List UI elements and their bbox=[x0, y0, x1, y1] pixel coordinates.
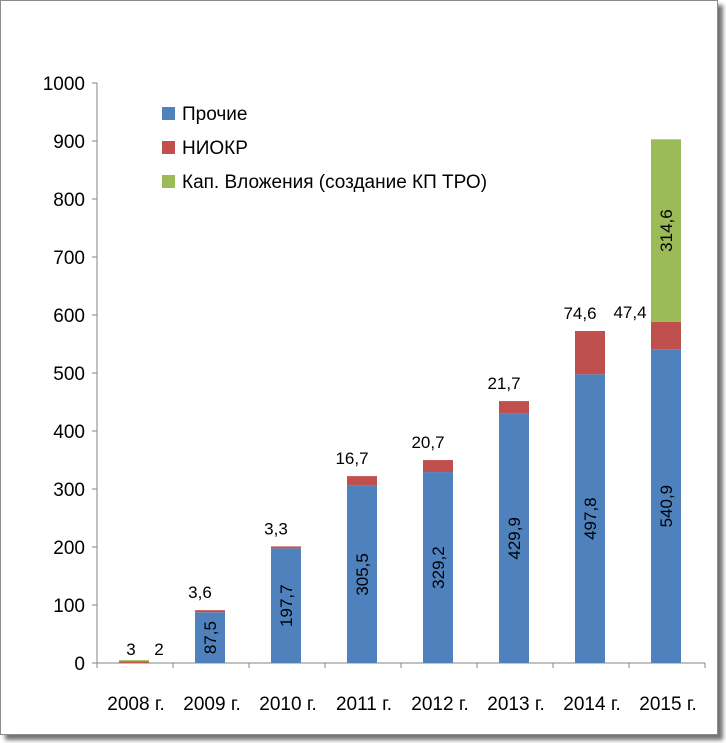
data-label-niokr: 3,6 bbox=[188, 583, 212, 602]
x-category-label: 2014 г. bbox=[563, 694, 620, 715]
bar-segment-2 bbox=[575, 331, 605, 375]
bar-segment-3 bbox=[119, 660, 149, 662]
legend-swatch-1 bbox=[162, 107, 175, 120]
bar-segment-2 bbox=[651, 321, 681, 350]
data-label-niokr: 74,6 bbox=[563, 304, 596, 323]
data-label-prochie: 540,9 bbox=[657, 485, 676, 528]
y-tick-label: 0 bbox=[74, 654, 85, 675]
data-label-niokr: 16,7 bbox=[335, 449, 368, 468]
x-category-label: 2011 г. bbox=[336, 694, 392, 715]
data-labels: 87,5 197,7 305,5 329,2 429,9 497,8 540,9 3 3,6 3,… bbox=[126, 209, 676, 659]
bar-segment-1 bbox=[347, 485, 377, 663]
y-tick-label: 1000 bbox=[43, 74, 85, 95]
bar-segment-3 bbox=[651, 139, 681, 322]
data-label-kap: 2 bbox=[154, 640, 163, 659]
data-label-niokr: 21,7 bbox=[487, 374, 520, 393]
data-label-prochie: 329,2 bbox=[429, 546, 448, 589]
y-tick-label: 300 bbox=[53, 480, 85, 501]
bar-segment-2 bbox=[499, 401, 529, 414]
bar-segment-2 bbox=[195, 610, 225, 613]
bar-segment-1 bbox=[499, 413, 529, 663]
data-label-niokr: 20,7 bbox=[411, 433, 444, 452]
x-category-label: 2013 г. bbox=[487, 694, 544, 715]
data-label-prochie: 197,7 bbox=[277, 584, 296, 627]
data-label-prochie: 429,9 bbox=[505, 517, 524, 560]
y-tick-label: 200 bbox=[53, 538, 85, 559]
bar-segment-1 bbox=[651, 349, 681, 663]
legend-swatch-3 bbox=[162, 175, 175, 188]
x-category-label: 2009 г. bbox=[183, 694, 240, 715]
legend-label-2: НИОКР bbox=[182, 138, 248, 159]
x-category-label: 2008 г. bbox=[107, 694, 164, 715]
y-tick-label: 800 bbox=[53, 190, 85, 211]
y-tick-label: 500 bbox=[53, 364, 85, 385]
x-category-label: 2010 г. bbox=[259, 694, 316, 715]
legend-swatch-2 bbox=[162, 141, 175, 154]
x-category-label: 2012 г. bbox=[411, 694, 468, 715]
data-label-prochie: 87,5 bbox=[201, 621, 220, 654]
stacked-bar-chart: 0 100 200 300 400 500 600 700 800 900 1000 2008 г. 2… bbox=[43, 74, 706, 715]
data-label-prochie: 497,8 bbox=[581, 497, 600, 540]
bars bbox=[119, 139, 681, 663]
x-category-label: 2015 г. bbox=[639, 694, 696, 715]
y-tick-label: 700 bbox=[53, 248, 85, 269]
bar-segment-1 bbox=[271, 548, 301, 663]
legend: Прочие НИОКР Кап. Вложения (создание КП ТР… bbox=[162, 104, 487, 193]
bar-segment-2 bbox=[423, 460, 453, 473]
bar-segment-1 bbox=[575, 374, 605, 663]
y-tick-label: 400 bbox=[53, 422, 85, 443]
y-tick-label: 100 bbox=[53, 596, 85, 617]
data-label-niokr: 3,3 bbox=[264, 519, 288, 538]
bar-segment-1 bbox=[195, 612, 225, 663]
data-label-niokr: 47,4 bbox=[613, 303, 646, 322]
data-label-prochie: 305,5 bbox=[353, 553, 372, 596]
data-label-niokr: 3 bbox=[126, 640, 135, 659]
axes: 0 100 200 300 400 500 600 700 800 900 1000 2008 г. 2… bbox=[43, 74, 706, 715]
legend-label-1: Прочие bbox=[182, 104, 247, 125]
bar-segment-1 bbox=[423, 472, 453, 663]
bar-segment-2 bbox=[271, 546, 301, 549]
legend-label-3: Кап. Вложения (создание КП ТРО) bbox=[182, 172, 487, 193]
y-tick-label: 900 bbox=[53, 132, 85, 153]
bar-segment-2 bbox=[347, 476, 377, 486]
y-tick-label: 600 bbox=[53, 306, 85, 327]
data-label-kap: 314,6 bbox=[657, 209, 676, 252]
chart-frame: 0 100 200 300 400 500 600 700 800 900 1000 2008 г. 2… bbox=[0, 0, 718, 735]
bar-segment-2 bbox=[119, 661, 149, 663]
